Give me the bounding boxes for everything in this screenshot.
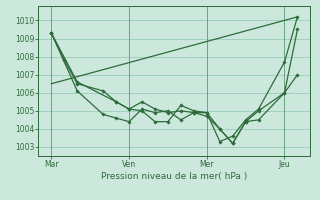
X-axis label: Pression niveau de la mer( hPa ): Pression niveau de la mer( hPa ) [101,172,248,181]
